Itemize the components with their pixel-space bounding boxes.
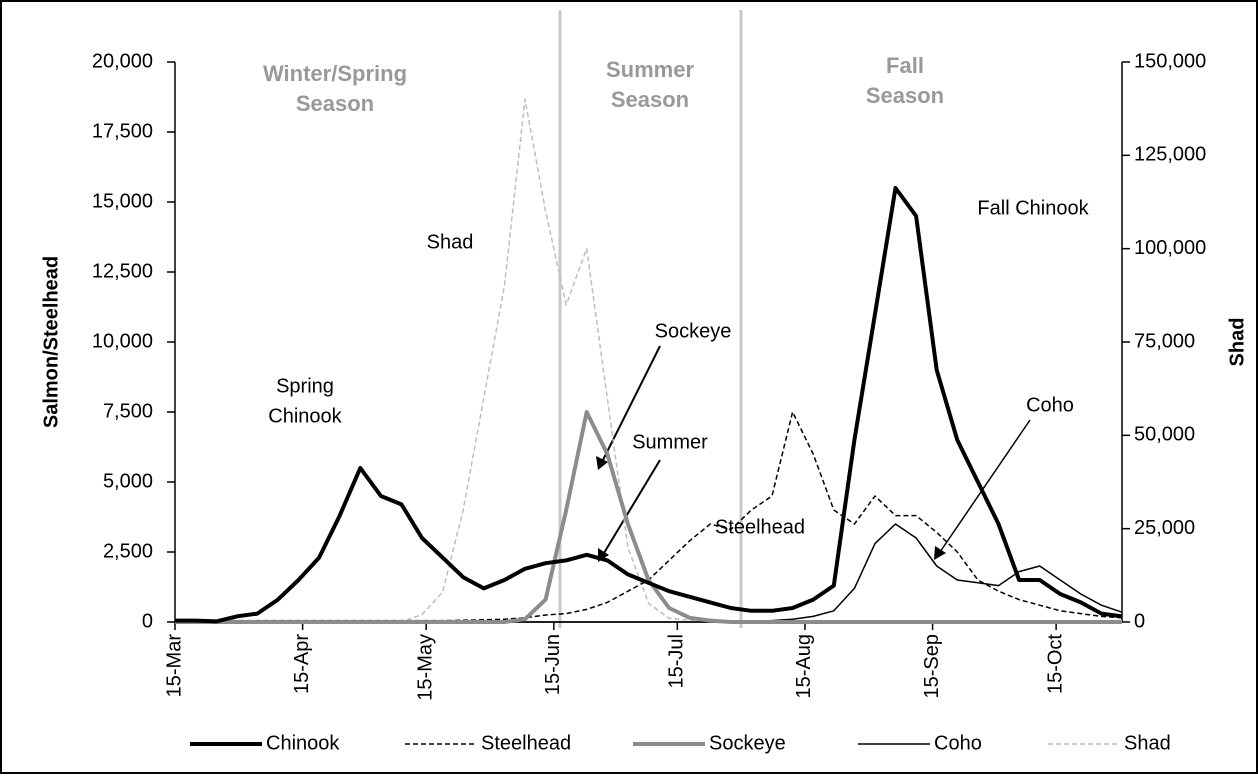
x-tick-label: 15-Jul [666,634,688,688]
y-tick-label: 15,000 [92,190,153,212]
season-label: Summer [606,57,694,82]
y2-axis-title: Shad [1226,318,1248,367]
annotation: Shad [427,231,474,253]
annotation: Sockeye [655,320,732,342]
annotation-arrow [939,419,1031,553]
annotation: Summer [632,431,708,453]
x-tick-label: 15-Sep [921,634,943,699]
annotation: Coho [1026,394,1074,416]
season-label: Winter/Spring [263,61,407,86]
season-label: Season [611,87,689,112]
y-tick-label: 20,000 [92,50,153,72]
y-tick-label: 12,500 [92,260,153,282]
x-tick-label: 15-Aug [793,634,815,699]
legend-label: Chinook [266,732,340,754]
arrowhead [934,546,946,560]
season-label: Fall [886,53,924,78]
y-tick-label: 17,500 [92,120,153,142]
annotation: Spring [276,375,334,397]
legend-label: Steelhead [481,732,571,754]
x-tick-label: 15-Jun [542,634,564,695]
annotation: Fall Chinook [977,197,1089,219]
x-tick-label: 15-Apr [291,634,313,694]
annotation: Chinook [268,405,342,427]
y-tick-label: 10,000 [92,330,153,352]
series-line [175,186,1123,624]
legend-label: Shad [1124,732,1171,754]
y-tick-label: 5,000 [103,470,153,492]
y2-tick-label: 125,000 [1134,144,1206,166]
season-label: Season [866,83,944,108]
annotation-arrow [603,459,661,554]
arrowhead [596,456,608,470]
y2-tick-label: 100,000 [1134,237,1206,259]
x-tick-label: 15-Mar [163,634,185,698]
x-tick-label: 15-May [414,634,436,701]
y-tick-label: 0 [142,610,153,632]
y-tick-label: 2,500 [103,540,153,562]
season-label: Season [296,91,374,116]
y2-tick-label: 0 [1134,610,1145,632]
annotation: Steelhead [715,516,805,538]
y2-tick-label: 25,000 [1134,517,1195,539]
y-tick-label: 7,500 [103,400,153,422]
y2-tick-label: 150,000 [1134,50,1206,72]
legend-label: Sockeye [709,732,786,754]
series-line [175,410,1122,624]
legend-label: Coho [934,732,982,754]
y-axis-title: Salmon/Steelhead [40,256,62,428]
annotation-arrow [601,345,661,463]
x-tick-label: 15-Oct [1044,634,1066,694]
y2-tick-label: 50,000 [1134,424,1195,446]
y2-tick-label: 75,000 [1134,330,1195,352]
